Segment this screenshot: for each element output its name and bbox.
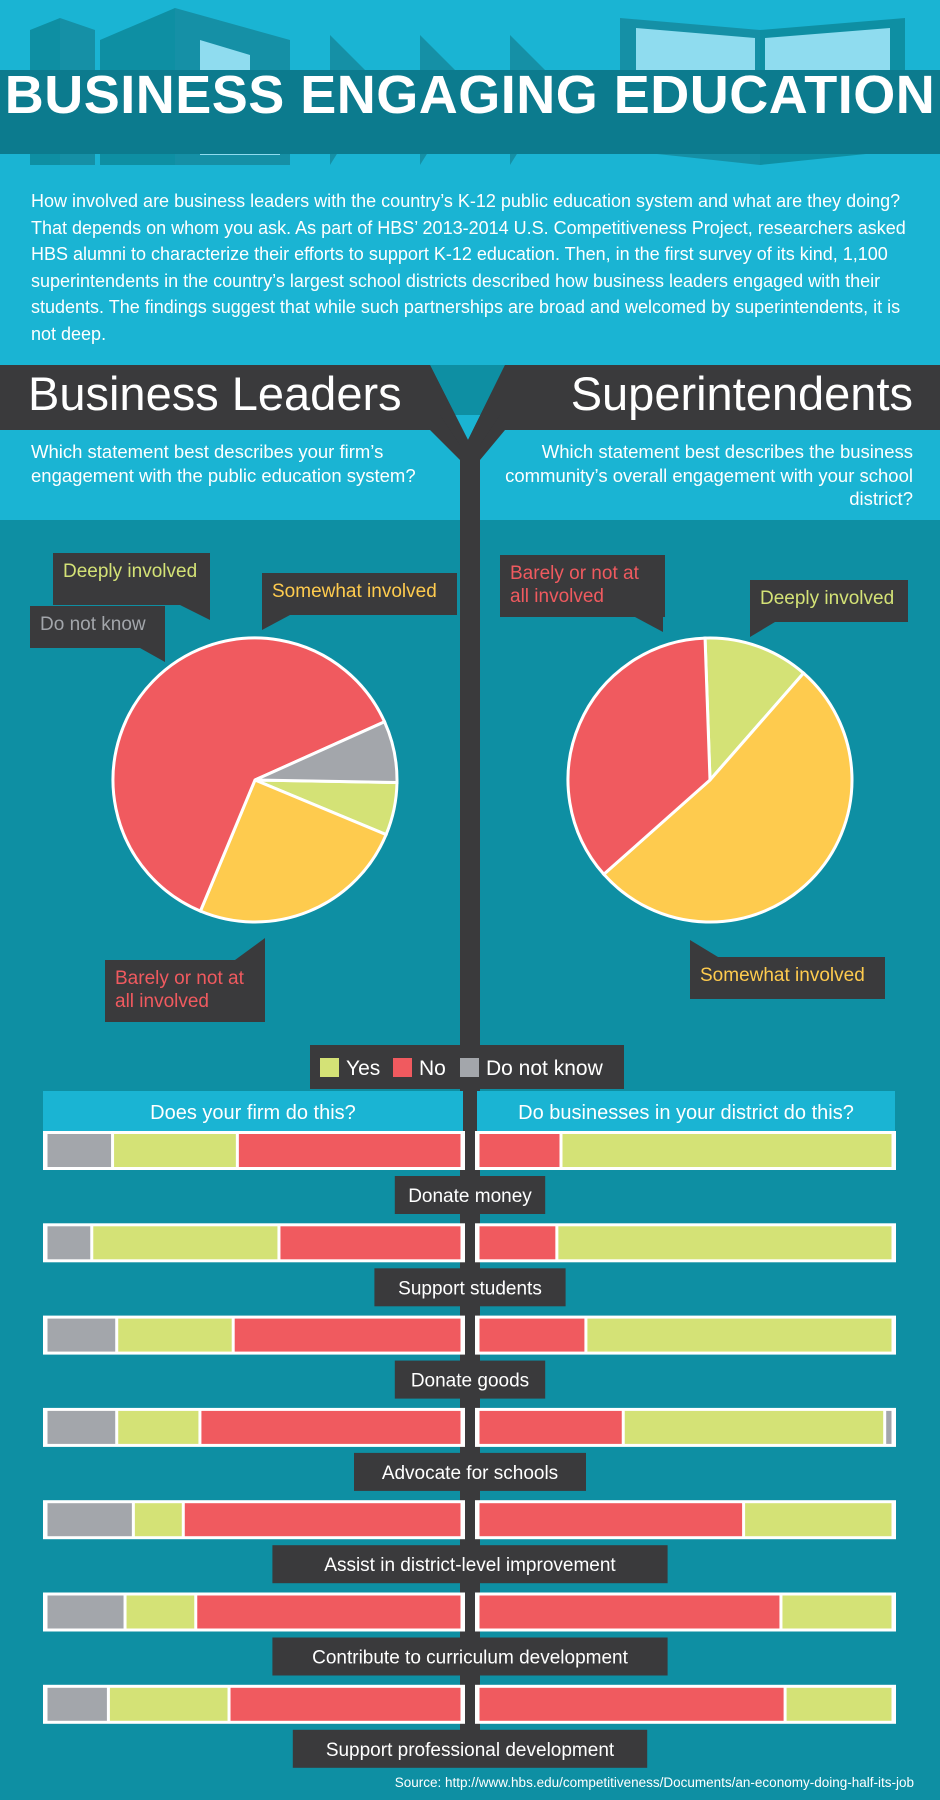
- callout-label: Somewhat involved: [700, 965, 865, 986]
- bar-right-yes: [624, 1410, 884, 1444]
- bar-category-label: Donate goods: [411, 1371, 529, 1392]
- bar-left-no: [184, 1503, 461, 1537]
- bar-left-dk: [47, 1226, 91, 1260]
- bar-category-label: Donate money: [408, 1186, 532, 1207]
- bar-row-assist-in-district-level-improvement: Assist in district-level improvement: [43, 1500, 896, 1584]
- callout-label: all involved: [115, 991, 209, 1012]
- bar-left-no: [230, 1687, 461, 1721]
- right-question: Which statement best describes the busin…: [505, 441, 913, 509]
- legend: Yes No Do not know: [310, 1045, 624, 1089]
- bar-right-yes: [786, 1687, 892, 1721]
- bar-left-yes: [126, 1595, 195, 1629]
- bar-left-dk: [47, 1503, 132, 1537]
- pie-slice-barely-or-not-at-all-involved: [111, 636, 387, 914]
- title-bar: [0, 70, 940, 154]
- right-pie-chart: [566, 636, 854, 924]
- bar-row-contribute-to-curriculum-development: Contribute to curriculum development: [43, 1592, 896, 1676]
- source-note: Source: http://www.hbs.edu/competitivene…: [394, 1775, 914, 1790]
- callout-label: Deeply involved: [760, 588, 894, 609]
- bar-right-yes: [782, 1595, 892, 1629]
- left-column-heading: Does your firm do this?: [43, 1091, 463, 1135]
- legend-item-no: No: [393, 1057, 446, 1080]
- bar-right-no: [479, 1134, 560, 1167]
- page-title: BUSINESS ENGAGING EDUCATION: [4, 65, 936, 125]
- bar-right-yes: [562, 1134, 892, 1167]
- callout-label: all involved: [510, 586, 604, 607]
- bar-left-dk: [47, 1318, 116, 1352]
- right-column-heading: Do businesses in your district do this?: [477, 1091, 895, 1135]
- bar-left-no: [238, 1134, 461, 1167]
- bar-right-dk: [886, 1410, 892, 1444]
- callout-do-not-know: Do not know: [30, 606, 165, 662]
- legend-label: Do not know: [486, 1057, 604, 1080]
- bar-left-yes: [134, 1503, 182, 1537]
- bar-left-dk: [47, 1410, 116, 1444]
- stacked-bars: Donate money Support students Donate goods…: [43, 1131, 896, 1768]
- legend-item-yes: Yes: [320, 1057, 380, 1080]
- bar-right-no: [479, 1226, 556, 1260]
- callout-deeply-involved: Deeply involved: [750, 580, 908, 637]
- left-pie-chart: [111, 636, 399, 924]
- bar-category-label: Support professional development: [326, 1740, 615, 1761]
- business-leaders-heading: Business Leaders: [28, 367, 402, 420]
- bar-category-label: Advocate for schools: [382, 1463, 558, 1484]
- callout-label: Deeply involved: [63, 561, 197, 582]
- bar-right-no: [479, 1595, 780, 1629]
- bar-right-no: [479, 1503, 743, 1537]
- bar-category-label: Contribute to curriculum development: [312, 1648, 628, 1669]
- bar-right-no: [479, 1318, 585, 1352]
- bar-left-yes: [118, 1318, 232, 1352]
- bar-right-no: [479, 1410, 622, 1444]
- pie-slice-somewhat-involved: [601, 671, 854, 924]
- callout-somewhat-involved: Somewhat involved: [262, 573, 457, 630]
- pie-slice-do-not-know: [254, 719, 399, 785]
- callout-deeply-involved: Deeply involved: [53, 553, 210, 620]
- pie-charts: Deeply involved Somewhat involved Do not k…: [30, 553, 908, 1022]
- bar-right-no: [479, 1687, 784, 1721]
- bar-left-dk: [47, 1595, 124, 1629]
- bar-left-yes: [114, 1134, 236, 1167]
- bar-row-support-professional-development: Support professional development: [43, 1684, 896, 1768]
- callout-somewhat-involved: Somewhat involved: [690, 940, 885, 999]
- header-bar: [0, 365, 940, 445]
- bar-row-support-students: Support students: [43, 1223, 896, 1307]
- bar-right-yes: [558, 1226, 892, 1260]
- callout-label: Do not know: [40, 614, 146, 635]
- bar-left-no: [280, 1226, 461, 1260]
- bar-left-yes: [93, 1226, 278, 1260]
- legend-label: No: [419, 1057, 446, 1080]
- pie-slice-somewhat-involved: [198, 778, 389, 924]
- intro-paragraph: How involved are business leaders with t…: [31, 191, 906, 344]
- legend-item-do-not-know: Do not know: [460, 1057, 604, 1080]
- callout-label: Barely or not at: [510, 563, 640, 584]
- bar-left-yes: [118, 1410, 199, 1444]
- bar-row-donate-goods: Donate goods: [43, 1315, 896, 1399]
- bar-left-dk: [47, 1687, 107, 1721]
- bar-left-no: [197, 1595, 461, 1629]
- left-question: Which statement best describes your firm…: [31, 441, 416, 486]
- bar-category-label: Assist in district-level improvement: [324, 1555, 616, 1576]
- bar-right-yes: [587, 1318, 892, 1352]
- bar-row-donate-money: Donate money: [43, 1131, 896, 1214]
- callout-label: Somewhat involved: [272, 581, 437, 602]
- bar-row-advocate-for-schools: Advocate for schools: [43, 1407, 896, 1491]
- superintendents-heading: Superintendents: [570, 367, 913, 420]
- legend-label: Yes: [346, 1057, 380, 1080]
- bar-right-yes: [745, 1503, 892, 1537]
- pie-callouts: Deeply involved Somewhat involved Do not k…: [30, 553, 908, 1022]
- bar-category-label: Support students: [398, 1278, 542, 1299]
- pie-slice-barely-or-not-at-all-involved: [566, 636, 712, 877]
- bar-left-dk: [47, 1134, 112, 1167]
- bar-left-no: [234, 1318, 461, 1352]
- pie-slice-deeply-involved: [703, 636, 806, 784]
- callout-label: Barely or not at: [115, 968, 245, 989]
- bar-left-yes: [109, 1687, 228, 1721]
- bar-left-no: [201, 1410, 461, 1444]
